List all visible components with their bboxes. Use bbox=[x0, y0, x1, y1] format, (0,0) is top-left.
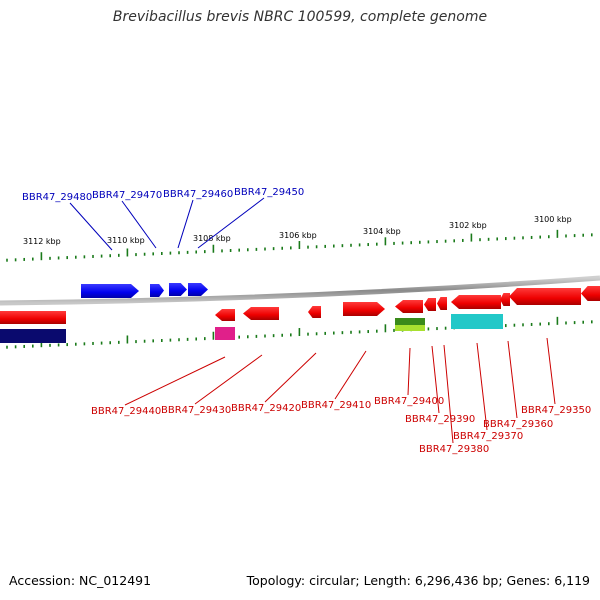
gene-feature-BBR47_29370 bbox=[451, 295, 501, 309]
gene-feature-BBR47_29390 bbox=[424, 298, 436, 311]
leader-line bbox=[121, 200, 157, 249]
kbp-label: 3106 kbp bbox=[279, 231, 317, 240]
gene-feature-lightgreen bbox=[395, 325, 425, 331]
kbp-label: 3104 kbp bbox=[363, 227, 401, 236]
gene-labels-bottom: BBR47_29440 BBR47_29430 BBR47_29420 BBR47_2… bbox=[91, 396, 591, 455]
gene-label-BBR47_29430: BBR47_29430 bbox=[161, 405, 231, 416]
accession-text: Accession: NC_012491 bbox=[9, 573, 152, 588]
leader-line bbox=[407, 347, 411, 396]
gene-leader-lines bbox=[69, 197, 556, 444]
gene-labels-top: BBR47_29480 BBR47_29470 BBR47_29460 BBR47_2… bbox=[22, 187, 304, 203]
gene-label-BBR47_29480: BBR47_29480 bbox=[22, 192, 92, 203]
leader-line bbox=[546, 337, 556, 405]
gene-feature-offscreen-right bbox=[581, 286, 600, 301]
gene-label-BBR47_29350: BBR47_29350 bbox=[521, 405, 591, 416]
leader-line bbox=[507, 340, 518, 419]
gene-label-BBR47_29400: BBR47_29400 bbox=[374, 396, 444, 407]
gene-feature-offscreen-navy bbox=[0, 329, 66, 343]
gene-label-BBR47_29440: BBR47_29440 bbox=[91, 406, 161, 417]
kbp-label: 3100 kbp bbox=[534, 215, 572, 224]
gene-label-BBR47_29390: BBR47_29390 bbox=[405, 414, 475, 425]
kbp-labels: 3112 kbp 3110 kbp 3108 kbp 3106 kbp 3104 kbp… bbox=[23, 215, 572, 246]
kbp-label: 3108 kbp bbox=[193, 234, 231, 243]
gene-feature-BBR47_29410 bbox=[343, 302, 385, 316]
gene-feature-BBR47_29460 bbox=[169, 283, 187, 296]
gene-feature-BBR47_29470 bbox=[150, 284, 164, 297]
kbp-label: 3102 kbp bbox=[449, 221, 487, 230]
gene-feature-cyan bbox=[451, 314, 503, 329]
gene-feature-BBR47_29440 bbox=[215, 309, 235, 321]
gene-label-BBR47_29360: BBR47_29360 bbox=[483, 419, 553, 430]
gene-feature-offscreen-left bbox=[0, 311, 66, 324]
leader-line bbox=[69, 202, 113, 251]
gene-label-BBR47_29460: BBR47_29460 bbox=[163, 189, 233, 200]
gene-feature-BBR47_29430 bbox=[243, 307, 279, 320]
genome-stats-text: Topology: circular; Length: 6,296,436 bp… bbox=[246, 573, 590, 588]
gene-label-BBR47_29380: BBR47_29380 bbox=[419, 444, 489, 455]
gene-label-BBR47_29450: BBR47_29450 bbox=[234, 187, 304, 198]
leader-line bbox=[124, 356, 226, 406]
kbp-ticks-bottom bbox=[6, 316, 593, 349]
genome-axis bbox=[0, 275, 600, 306]
gene-feature-BBR47_29450 bbox=[188, 283, 208, 296]
gene-feature-magenta bbox=[215, 327, 235, 340]
leader-line bbox=[264, 352, 317, 403]
gene-label-BBR47_29370: BBR47_29370 bbox=[453, 431, 523, 442]
leader-line bbox=[194, 354, 263, 405]
gene-feature-BBR47_29480 bbox=[81, 284, 139, 298]
leader-line bbox=[443, 344, 454, 444]
genome-title: Brevibacillus brevis NBRC 100599, comple… bbox=[112, 9, 488, 25]
leader-line bbox=[197, 197, 265, 249]
gene-feature-BBR47_29420 bbox=[308, 306, 321, 318]
gene-feature-BBR47_29380 bbox=[437, 297, 447, 310]
gene-feature-BBR47_29360 bbox=[500, 293, 510, 306]
leader-line bbox=[177, 199, 194, 249]
gene-label-BBR47_29420: BBR47_29420 bbox=[231, 403, 301, 414]
gene-feature-BBR47_29400 bbox=[395, 300, 423, 313]
leader-line bbox=[334, 350, 367, 400]
gene-label-BBR47_29470: BBR47_29470 bbox=[92, 190, 162, 201]
gene-features bbox=[0, 283, 600, 343]
gene-feature-BBR47_29350 bbox=[509, 288, 581, 305]
kbp-label: 3110 kbp bbox=[107, 236, 145, 245]
gene-label-BBR47_29410: BBR47_29410 bbox=[301, 400, 371, 411]
leader-line bbox=[431, 345, 440, 414]
kbp-label: 3112 kbp bbox=[23, 237, 61, 246]
kbp-ticks-top bbox=[6, 229, 593, 262]
leader-line bbox=[476, 342, 488, 431]
